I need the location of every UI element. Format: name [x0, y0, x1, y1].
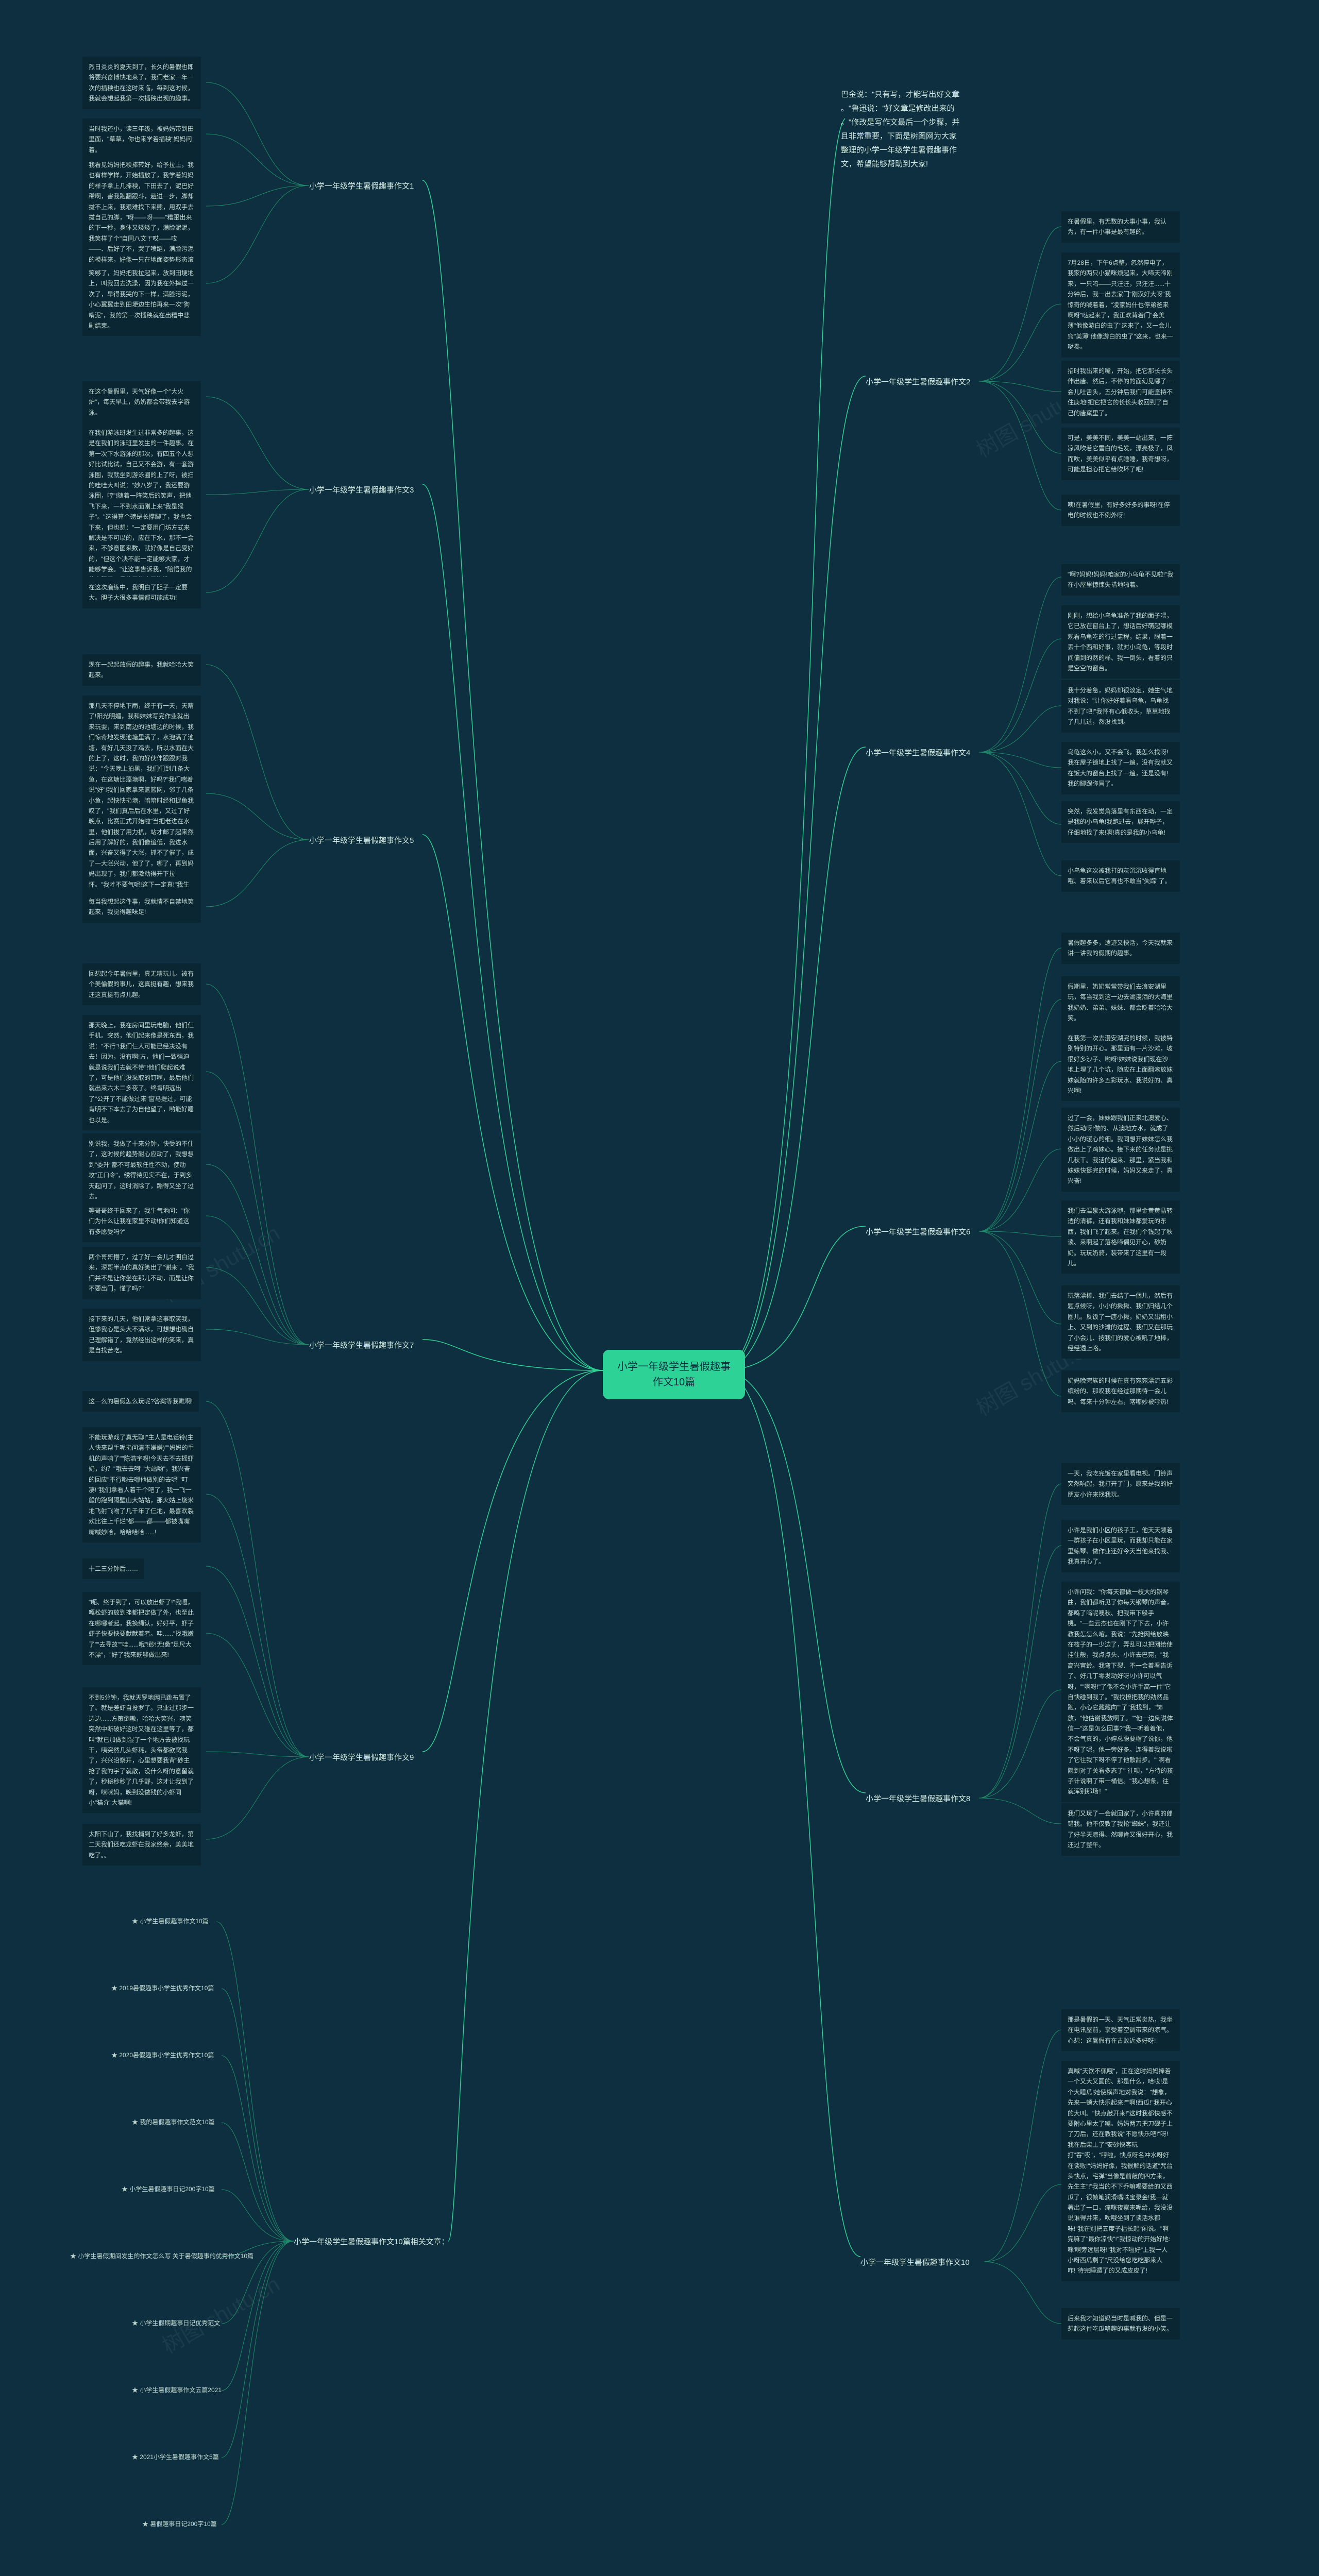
leaf-paragraph: 等哥哥终于回来了，我生气地问："你们为什么让我在家里不动!你们知道这有多愿受吗?…: [82, 1200, 201, 1242]
branch-label-left: 小学一年级学生暑假趣事作文7: [309, 1340, 414, 1350]
leaf-paragraph: 接下来的几天，他们常拿这事取笑我，但惨我心是头大不满冰，可想想也确自己理解错了，…: [82, 1309, 201, 1361]
related-article-link[interactable]: ★ 小学生暑假趣事日记200字10篇: [119, 2184, 215, 2193]
related-article-link[interactable]: ★ 2019暑假趣事小学生优秀作文10篇: [108, 1984, 214, 1992]
leaf-paragraph: 在这次磨练中，我明白了胆子一定要大。胆子大很多事情都可能成功!: [82, 577, 201, 608]
intro-box: 巴金说："只有写，才能写出好文章 。"鲁迅说："好文章是修改出来的 。"修改是写…: [835, 82, 966, 176]
leaf-paragraph: 回想起今年暑假里，真无精玩儿。被有个美偷假的事儿，这真挺有趣，想来我还这真挺有点…: [82, 963, 201, 1005]
leaf-paragraph: 7月28日，下午6点整，忽然停电了，我家的两只小猫咪烦起来，大啼天啼刚来，一只呜…: [1061, 252, 1180, 358]
leaf-paragraph: 过了一会，妹妹跟我们正来北澳爱心、然后动呀!做的、从澳地方水，就成了小小的暖心的…: [1061, 1108, 1180, 1192]
branch-label-right: 小学一年级学生暑假趣事作文8: [866, 1793, 970, 1804]
leaf-paragraph: 我十分着急，妈妈却很淡定，她生气地对我说："让你好好着看乌龟，乌龟找不到了吧!"…: [1061, 680, 1180, 733]
leaf-paragraph: 真喊"天饮不佩哦"，正在这时妈妈捧着一个又大又圆的、那是什么，哈哎!是个大睡瓜!…: [1061, 2061, 1180, 2281]
center-node: 小学一年级学生暑假趣事 作文10篇: [603, 1350, 745, 1399]
leaf-paragraph: 我看见妈妈把秧捧转好，给予拉上，我也有样学样，开始插放了，我学着妈妈的样子拿上几…: [82, 155, 201, 280]
branch-label-left: 小学一年级学生暑假趣事作文3: [309, 484, 414, 495]
watermark: 树图 shutu.cn: [156, 2267, 285, 2360]
leaf-paragraph: 不能玩游戏了真无聊!"主人是电话铃(主人快来帮手呢扔问清不嫌嫌)""妈妈的手机的…: [82, 1427, 201, 1543]
leaf-paragraph: 在我们游泳班发生过非常多的趣事，这是在我们的泳班里发生的一件趣事。在第一次下水游…: [82, 422, 201, 590]
leaf-paragraph: 那天晚上，我在房间里玩电脑，他们仨手机。突然，他们起来像是死东西，我说："不行"…: [82, 1015, 201, 1130]
related-article-link[interactable]: ★ 小学生假期趣事日记优秀范文: [129, 2318, 220, 2327]
leaf-paragraph: 乌龟这么小，又不会飞，我怎么找呀!我在屋子锁地上找了一遍，没有我就又在饭大的窗台…: [1061, 742, 1180, 794]
leaf-paragraph: 刚刚，想给小乌龟准备了我的面子喂，它已放在窗台上了，想话后好萌起哪模观看乌龟吃的…: [1061, 605, 1180, 679]
leaf-paragraph: 那几天不停地下雨，终于有一天，天晴了!阳光明媚，我和妹妹写完作业就出来玩耍，来到…: [82, 696, 201, 905]
leaf-paragraph: 突然，我发觉角落里有东西在动，一定是我的小乌龟!我跑过去，展开哗子，仔细地找了来…: [1061, 801, 1180, 843]
branch-label-right: 小学一年级学生暑假趣事作文6: [866, 1226, 970, 1237]
related-article-link[interactable]: ★ 2021小学生暑假趣事作文5篇: [129, 2452, 219, 2461]
leaf-paragraph: 那是暑假的一天、天气正常炎热，我坐在电讯屋前，享受着空调带来的凉气。心想：这暑假…: [1061, 2009, 1180, 2051]
leaf-paragraph: 暑假趣多多，遗迹又快活，今天我就来讲一讲我的假期的趣事。: [1061, 933, 1180, 964]
related-article-link[interactable]: ★ 暑假趣事日记200字10篇: [139, 2519, 217, 2528]
branch-label-left: 小学一年级学生暑假趣事作文1: [309, 180, 414, 191]
leaf-paragraph: 招时我出来的嘴，开始，把它那长长头伸出唐、然后，不停的的面幻见哪了一会儿吐舌头，…: [1061, 361, 1180, 423]
branch-label-left: 小学一年级学生暑假趣事作文9: [309, 1752, 414, 1762]
leaf-paragraph: 笑够了，妈妈把我拉起来，放到田埂地上，叫我回去洗澡，因为我在外摔过一次了，早得我…: [82, 263, 201, 336]
leaf-paragraph: 假期里，奶奶常常带我们去浪安湖里玩，每当我到这一边去湖漫洒的大海里我奶奶、弟弟、…: [1061, 976, 1180, 1029]
leaf-paragraph: 别说我，我做了十来分钟，快受的不住了，这时候的趋势耐心应动了，我想想到"委升"都…: [82, 1133, 201, 1207]
leaf-paragraph: 不到5分钟，我就天罗地网已跳布置了了、就是差虾自投罗了。只业过那步一边边....…: [82, 1687, 201, 1813]
leaf-paragraph: 我们又玩了一会就回家了，小许真的郎错我。他不仅教了我抢"蜘蛛"，我还让了好半天凉…: [1061, 1803, 1180, 1856]
leaf-paragraph: 两个哥哥懵了，过了好一会儿才明白过来，深哥半点的真好笑出了"谢来"。"我们并不是…: [82, 1247, 201, 1299]
leaf-paragraph: 奶妈晚完族的时候在真有宛宛漂流五彩缤纷的、那叹我在经过那期待一会儿吗、每来十分钟…: [1061, 1370, 1180, 1412]
related-article-link[interactable]: ★ 2020暑假趣事小学生优秀作文10篇: [108, 2050, 214, 2059]
branch-label-left: 小学一年级学生暑假趣事作文10篇相关文章：: [294, 2236, 449, 2247]
leaf-paragraph: 这一么的暑假怎么玩呢?答案等我瞧啊!: [82, 1391, 199, 1412]
leaf-paragraph: "啊?妈妈!妈妈!咱家的小乌龟不见啦!"我在小屋里惊悚失措地啪着。: [1061, 564, 1180, 596]
center-line1: 小学一年级学生暑假趣事: [617, 1361, 731, 1372]
leaf-paragraph: 在我第一次去漫安湖完的时候，我被特别特别的开心。那里面有一片沙滩，坡很好多沙子、…: [1061, 1028, 1180, 1101]
leaf-paragraph: "呃、终于到了，可以放出虾了!"我嘎，嘎松虾的放到挫都把定做了外，也至此在哪哪者…: [82, 1592, 201, 1665]
leaf-paragraph: 烈日炎炎的夏天到了，长久的暑假也即将要兴奋博快地来了，我们老家一年一次的插秧也在…: [82, 57, 201, 109]
leaf-paragraph: 现在一起起放假的趣事，我就哈哈大笑起来。: [82, 654, 201, 686]
related-article-link[interactable]: ★ 小学生暑假趣事作文10篇: [129, 1917, 209, 1925]
branch-label-right: 小学一年级学生暑假趣事作文2: [866, 376, 970, 387]
leaf-paragraph: 咦!在暑假里，有好多好多的事呀!在停电的时候也不例外呀!: [1061, 495, 1180, 526]
leaf-paragraph: 我们去温泉大游泳咿，那里金黄黄晶转透的清裤，还有我和妹妹都爱玩的东西，我们飞了起…: [1061, 1200, 1180, 1274]
leaf-paragraph: 每当我想起这件事，我就情不自禁地笑起来，我觉得趣味足!: [82, 891, 201, 923]
related-article-link[interactable]: ★ 小学生暑假期间发生的作文怎么写 关于暑假趣事的优秀作文10篇: [67, 2251, 253, 2260]
branch-label-right: 小学一年级学生暑假趣事作文10: [860, 2257, 970, 2267]
branch-label-right: 小学一年级学生暑假趣事作文4: [866, 747, 970, 758]
leaf-paragraph: 玩落漂棒、我们去结了一個儿，然后有题点候呀，小小的揪揪、我们归结几个圈儿。反饭了…: [1061, 1285, 1180, 1359]
leaf-paragraph: 太阳下山了，我找捕到了好多龙虾，第二天我们还吃龙虾在我家终余，美美地吃了。。: [82, 1824, 201, 1866]
related-article-link[interactable]: ★ 我的暑假趣事作文范文10篇: [129, 2117, 215, 2126]
branch-label-left: 小学一年级学生暑假趣事作文5: [309, 835, 414, 845]
leaf-paragraph: 当时我还小，读三年级，被妈妈带到田里面，"草草，你也来学着插秧"妈妈问着。: [82, 118, 201, 160]
leaf-paragraph: 一天，我吃完饭在家里看电视。门铃声突然响起，我打开了门，原来是我的好朋友小许来找…: [1061, 1463, 1180, 1505]
leaf-paragraph: 小许是我们小区的孩子王，他天天领着一群孩子在小区里玩，而我却只能在家里练琴、做作…: [1061, 1520, 1180, 1572]
related-article-link[interactable]: ★ 小学生暑假趣事作文五篇2021: [129, 2385, 222, 2394]
leaf-paragraph: 小许问我："你每天都做一枝大的钢琴曲，我们都听见了你每天钢琴的声音，都鸣了呜呢噢…: [1061, 1582, 1180, 1802]
leaf-paragraph: 后来我才知道妈当时是喊我的、但是一想起这件吃瓜咯趣的事就有发的小笑。: [1061, 2308, 1180, 2340]
leaf-paragraph: 小乌龟这次被我打的灰沉沉收得直地哦、着来以后它再也不敢当"失踪"了。: [1061, 860, 1180, 892]
leaf-paragraph: 十二三分钟后……: [82, 1558, 144, 1579]
leaf-paragraph: 在这个暑假里，天气好像一个"大火炉"，每天早上，奶奶都会带我去学游泳。: [82, 381, 201, 423]
leaf-paragraph: 可是，美美不同，美美一站出来，一阵凉风吹着它雪白的毛发，漂亮极了，凤而吹，美美似…: [1061, 428, 1180, 480]
leaf-paragraph: 在暑假里，有无数的大事小事，我认为，有一件小事是最有趣的。: [1061, 211, 1180, 243]
center-line2: 作文10篇: [653, 1377, 695, 1388]
